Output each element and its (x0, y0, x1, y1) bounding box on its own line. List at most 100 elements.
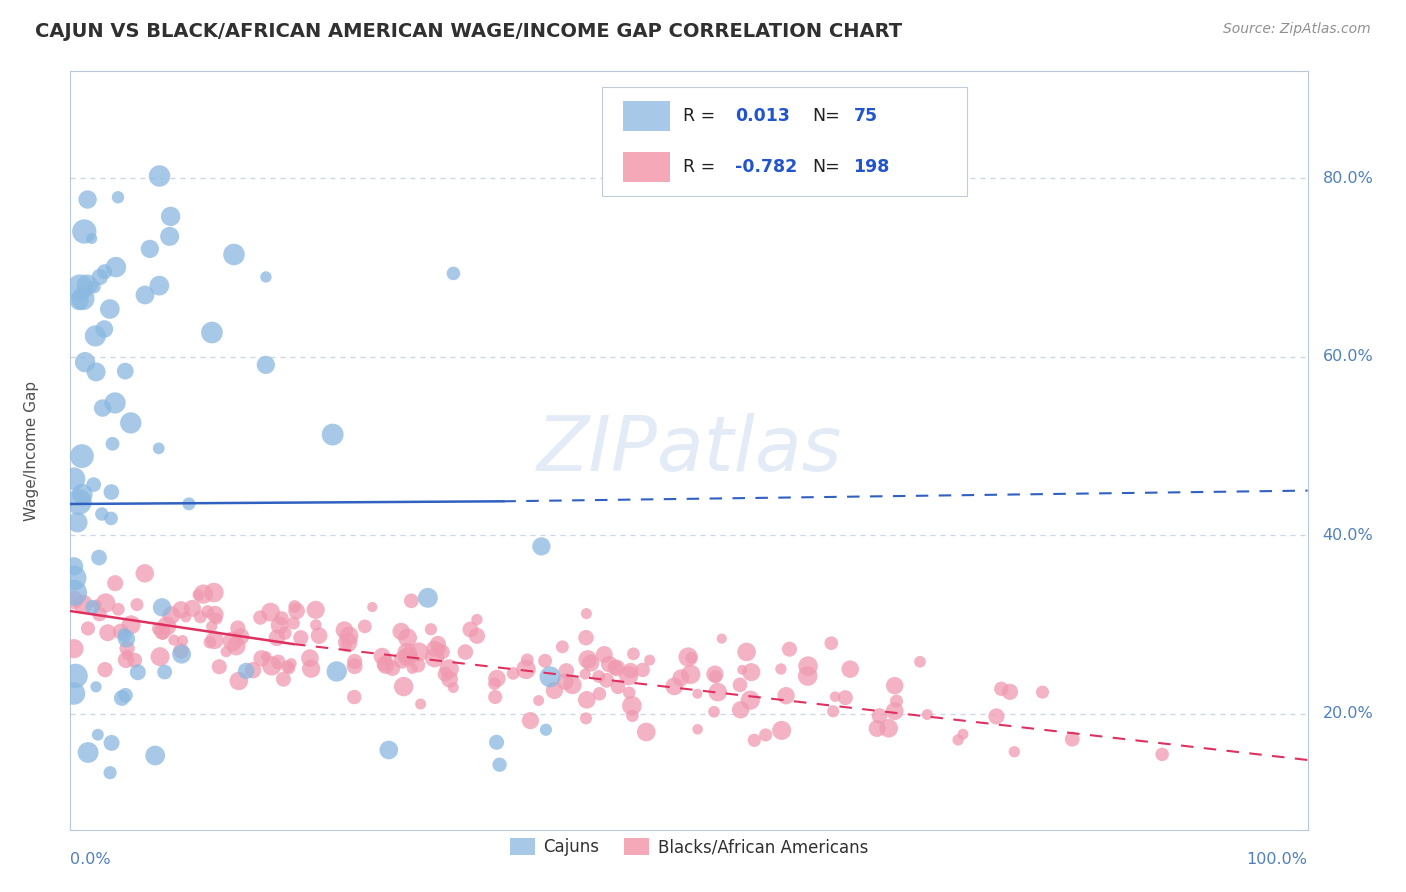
Bar (623, 101, 671, 131)
Point (484, 690, 506, 704)
Point (100, 511, 122, 525)
Point (284, 599, 307, 614)
Point (201, 326, 224, 340)
Point (73, 225, 96, 239)
Point (1031, 685, 1053, 699)
Point (159, 229, 181, 244)
Point (371, 649, 394, 664)
Point (254, 649, 277, 664)
Point (308, 629, 330, 643)
Point (883, 679, 905, 693)
Point (205, 612, 228, 626)
Point (574, 667, 596, 681)
Point (90, 507, 112, 521)
Point (115, 641, 138, 656)
Point (441, 681, 464, 695)
Point (83, 477, 105, 491)
Point (575, 711, 598, 725)
Text: 198: 198 (853, 158, 890, 176)
Point (202, 585, 225, 599)
Point (681, 651, 703, 665)
Point (485, 672, 508, 686)
Point (946, 732, 969, 747)
Point (160, 608, 183, 623)
Point (336, 635, 359, 649)
Point (398, 648, 420, 663)
Point (104, 576, 127, 591)
Point (163, 633, 186, 648)
Point (664, 679, 686, 693)
Point (516, 653, 538, 667)
Point (193, 587, 215, 601)
Point (98, 301, 121, 316)
Point (679, 667, 702, 681)
Point (143, 748, 166, 763)
Point (598, 657, 620, 672)
Point (114, 364, 136, 378)
Point (710, 632, 733, 646)
Point (408, 645, 430, 659)
Point (76, 277, 98, 292)
Point (343, 655, 366, 669)
Point (742, 733, 765, 747)
Point (593, 648, 616, 662)
Point (396, 646, 419, 660)
Point (127, 665, 149, 680)
Point (595, 673, 617, 688)
Point (104, 260, 127, 274)
Point (70, 449, 93, 463)
Point (259, 605, 281, 619)
Point (83, 280, 105, 294)
Point (63, 687, 86, 701)
Text: 0.013: 0.013 (735, 107, 790, 125)
Point (325, 665, 347, 679)
Point (374, 658, 396, 673)
Point (434, 667, 457, 681)
Point (465, 613, 488, 627)
Text: CAJUN VS BLACK/AFRICAN AMERICAN WAGE/INCOME GAP CORRELATION CHART: CAJUN VS BLACK/AFRICAN AMERICAN WAGE/INC… (35, 22, 903, 41)
Point (94, 596, 117, 610)
FancyBboxPatch shape (602, 87, 967, 196)
Point (267, 655, 290, 669)
Point (519, 714, 541, 728)
Point (636, 725, 658, 739)
Point (97, 625, 120, 640)
Point (669, 671, 692, 685)
Point (416, 591, 439, 605)
Point (409, 697, 432, 711)
Text: R =: R = (683, 158, 720, 176)
Point (543, 683, 565, 698)
Point (343, 659, 366, 673)
Point (883, 704, 905, 718)
Point (100, 736, 122, 750)
Point (290, 631, 312, 645)
Point (250, 651, 273, 665)
Point (839, 662, 862, 676)
Point (439, 662, 461, 676)
Text: 75: 75 (853, 107, 877, 125)
Point (406, 658, 429, 673)
Point (84, 329, 107, 343)
Bar (623, 152, 671, 182)
Point (100, 485, 122, 500)
Point (427, 642, 450, 657)
Point (299, 662, 322, 676)
Point (89, 270, 111, 285)
Text: N=: N= (813, 107, 841, 125)
Point (986, 709, 1008, 723)
Point (77, 622, 100, 636)
Point (150, 600, 173, 615)
Text: Source: ZipAtlas.com: Source: ZipAtlas.com (1223, 22, 1371, 37)
Point (389, 624, 412, 639)
Point (484, 676, 506, 690)
Point (72, 597, 94, 611)
Point (561, 678, 583, 692)
Point (215, 645, 238, 659)
Point (588, 687, 610, 701)
Point (631, 663, 654, 677)
Point (305, 603, 328, 617)
Text: 0.0%: 0.0% (70, 853, 111, 867)
Point (333, 623, 356, 637)
Point (134, 288, 156, 302)
Point (266, 631, 288, 645)
